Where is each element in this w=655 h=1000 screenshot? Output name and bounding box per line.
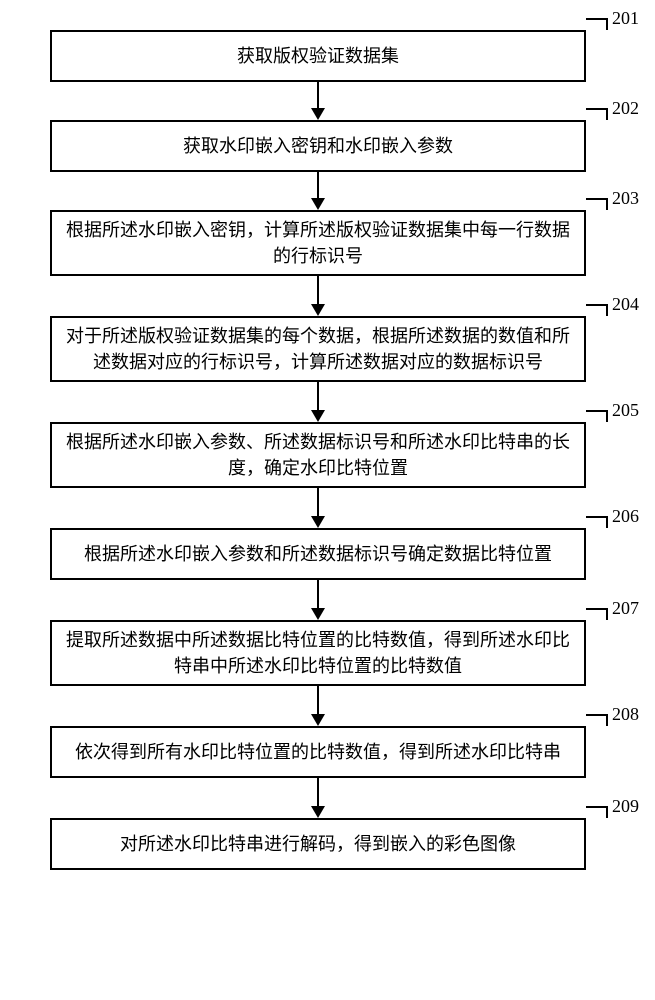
step-label-201: 201 — [612, 8, 639, 29]
arrow-head-202 — [311, 198, 325, 210]
step-209: 对所述水印比特串进行解码，得到嵌入的彩色图像 — [50, 818, 586, 870]
lead-201 — [586, 18, 608, 30]
arrow-line-207 — [317, 686, 319, 714]
step-label-203: 203 — [612, 188, 639, 209]
step-text: 对于所述版权验证数据集的每个数据，根据所述数据的数值和所述数据对应的行标识号，计… — [64, 323, 572, 375]
step-205: 根据所述水印嵌入参数、所述数据标识号和所述水印比特串的长度，确定水印比特位置 — [50, 422, 586, 488]
arrow-line-203 — [317, 276, 319, 304]
step-text: 提取所述数据中所述数据比特位置的比特数值，得到所述水印比特串中所述水印比特位置的… — [64, 627, 572, 679]
arrow-head-205 — [311, 516, 325, 528]
step-label-202: 202 — [612, 98, 639, 119]
arrow-line-208 — [317, 778, 319, 806]
arrow-head-208 — [311, 806, 325, 818]
lead-203 — [586, 198, 608, 210]
step-203: 根据所述水印嵌入密钥，计算所述版权验证数据集中每一行数据的行标识号 — [50, 210, 586, 276]
step-text: 获取水印嵌入密钥和水印嵌入参数 — [183, 133, 453, 159]
step-text: 对所述水印比特串进行解码，得到嵌入的彩色图像 — [120, 831, 516, 857]
step-label-206: 206 — [612, 506, 639, 527]
step-label-209: 209 — [612, 796, 639, 817]
lead-206 — [586, 516, 608, 528]
step-label-205: 205 — [612, 400, 639, 421]
arrow-head-204 — [311, 410, 325, 422]
arrow-line-202 — [317, 172, 319, 198]
arrow-head-207 — [311, 714, 325, 726]
step-label-204: 204 — [612, 294, 639, 315]
lead-209 — [586, 806, 608, 818]
step-label-208: 208 — [612, 704, 639, 725]
arrow-head-203 — [311, 304, 325, 316]
lead-207 — [586, 608, 608, 620]
arrow-head-201 — [311, 108, 325, 120]
lead-208 — [586, 714, 608, 726]
step-text: 根据所述水印嵌入参数、所述数据标识号和所述水印比特串的长度，确定水印比特位置 — [64, 429, 572, 481]
step-201: 获取版权验证数据集 — [50, 30, 586, 82]
step-text: 获取版权验证数据集 — [237, 43, 399, 69]
step-207: 提取所述数据中所述数据比特位置的比特数值，得到所述水印比特串中所述水印比特位置的… — [50, 620, 586, 686]
arrow-line-204 — [317, 382, 319, 410]
lead-202 — [586, 108, 608, 120]
arrow-line-205 — [317, 488, 319, 516]
step-206: 根据所述水印嵌入参数和所述数据标识号确定数据比特位置 — [50, 528, 586, 580]
lead-204 — [586, 304, 608, 316]
step-204: 对于所述版权验证数据集的每个数据，根据所述数据的数值和所述数据对应的行标识号，计… — [50, 316, 586, 382]
lead-205 — [586, 410, 608, 422]
flowchart-canvas: 获取版权验证数据集 201 获取水印嵌入密钥和水印嵌入参数 202 根据所述水印嵌入密钥… — [0, 0, 655, 1000]
step-208: 依次得到所有水印比特位置的比特数值，得到所述水印比特串 — [50, 726, 586, 778]
arrow-head-206 — [311, 608, 325, 620]
step-text: 根据所述水印嵌入密钥，计算所述版权验证数据集中每一行数据的行标识号 — [64, 217, 572, 269]
step-202: 获取水印嵌入密钥和水印嵌入参数 — [50, 120, 586, 172]
step-text: 依次得到所有水印比特位置的比特数值，得到所述水印比特串 — [75, 739, 561, 765]
step-text: 根据所述水印嵌入参数和所述数据标识号确定数据比特位置 — [84, 541, 552, 567]
arrow-line-201 — [317, 82, 319, 108]
arrow-line-206 — [317, 580, 319, 608]
step-label-207: 207 — [612, 598, 639, 619]
